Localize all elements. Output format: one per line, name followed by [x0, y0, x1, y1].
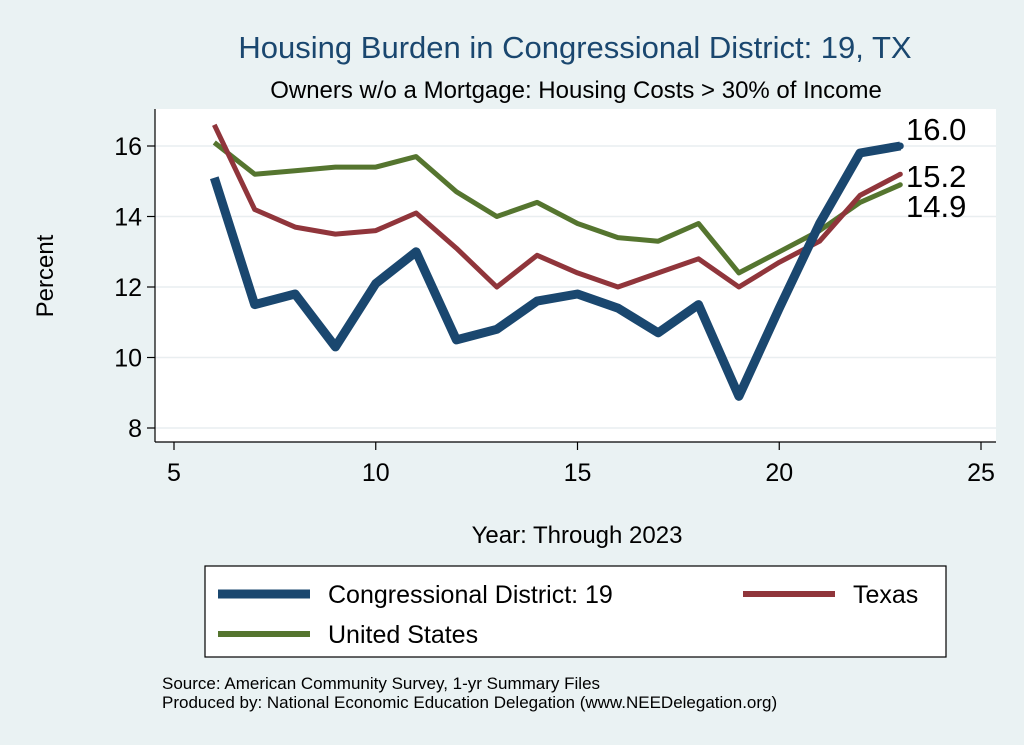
legend-label-district: Congressional District: 19 [328, 581, 613, 609]
y-axis-title: Percent [32, 234, 59, 317]
y-tick-label: 16 [114, 133, 142, 161]
chart-subtitle: Owners w/o a Mortgage: Housing Costs > 3… [270, 77, 882, 104]
grid-lines [155, 145, 996, 429]
series-endpoint-2 [897, 182, 903, 188]
y-tick-label: 12 [114, 274, 142, 302]
series-endpoint-0 [896, 142, 904, 150]
x-tick-label: 10 [362, 459, 390, 487]
x-axis-title: Year: Through 2023 [472, 522, 683, 549]
legend-label-us: United States [328, 621, 478, 649]
y-tick-label: 8 [128, 415, 142, 443]
source-note: Source: American Community Survey, 1-yr … [162, 674, 600, 693]
y-tick-label: 14 [114, 204, 142, 232]
x-tick-label: 20 [765, 459, 793, 487]
series-endpoint-1 [897, 171, 903, 177]
y-axis-ticks: 8 10 12 14 16 [114, 133, 155, 443]
series-line-2 [212, 140, 902, 276]
x-tick-label: 5 [167, 459, 181, 487]
chart-title: Housing Burden in Congressional District… [238, 30, 911, 65]
plot-area [155, 109, 996, 442]
x-tick-label: 15 [564, 459, 592, 487]
producer-note: Produced by: National Economic Education… [162, 693, 777, 712]
end-label-0: 16.0 [906, 112, 966, 147]
series-line-1 [212, 123, 902, 290]
series-group [210, 123, 904, 401]
end-label-2: 14.9 [906, 189, 966, 224]
x-axis-ticks: 5 10 15 20 25 [167, 442, 995, 487]
end-labels: 16.0 15.214.9 [906, 112, 966, 224]
x-tick-label: 25 [967, 459, 995, 487]
end-label-1: 15.2 [906, 159, 966, 194]
legend-box [204, 565, 947, 658]
legend-label-texas: Texas [853, 581, 918, 609]
y-tick-label: 10 [114, 345, 142, 373]
series-line-0 [210, 141, 902, 401]
